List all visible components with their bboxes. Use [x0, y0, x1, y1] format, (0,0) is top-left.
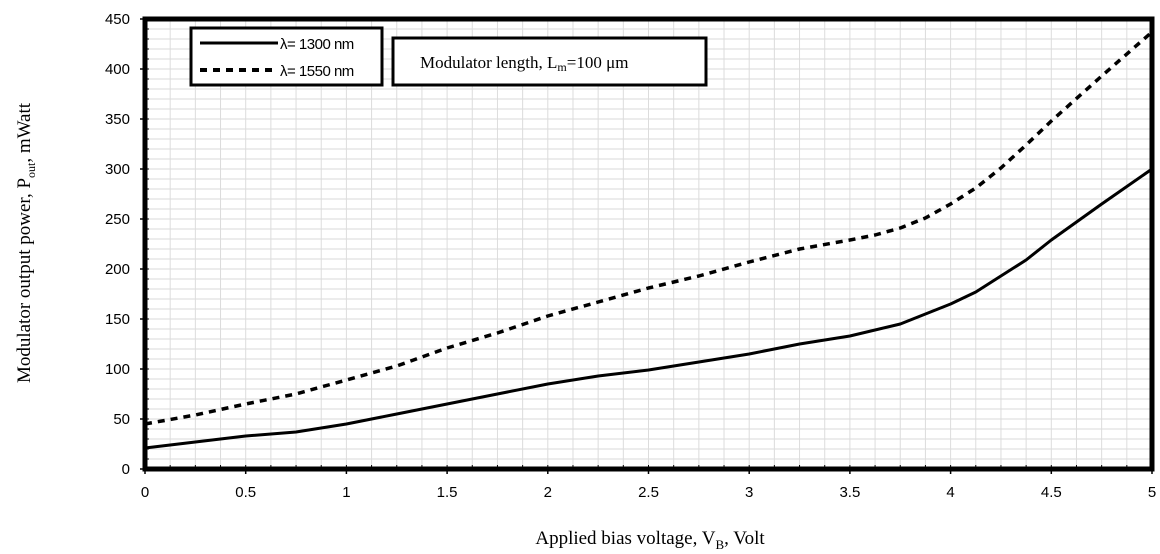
annotation-sub: m	[557, 60, 567, 74]
y-tick-label: 100	[105, 361, 130, 378]
annotation-text: Modulator length, Lm=100 μm	[420, 53, 628, 74]
x-tick-label: 1	[342, 484, 350, 501]
x-tick-label: 4	[946, 484, 954, 501]
legend-box	[189, 26, 384, 87]
x-axis-title: Applied bias voltage, VB, Volt	[535, 528, 765, 552]
y-tick-label: 150	[105, 311, 130, 328]
x-axis-title-tail: , Volt	[724, 528, 765, 549]
y-tick-label: 250	[105, 211, 130, 228]
x-axis-title-sub: B	[715, 537, 724, 552]
x-tick-label: 3	[745, 484, 753, 501]
y-axis-title-tail: , mWatt	[14, 102, 35, 162]
x-tick-label: 1.5	[437, 484, 458, 501]
y-axis-title-sub: out	[24, 162, 38, 178]
y-tick-label: 400	[105, 61, 130, 78]
legend-label-1550: λ= 1550 nm	[280, 63, 354, 80]
x-tick-label: 0.5	[235, 484, 256, 501]
annotation-box: Modulator length, Lm=100 μm	[391, 36, 708, 87]
grid-lines	[144, 18, 1153, 470]
x-tick-label: 2	[544, 484, 552, 501]
series-line-1300nm	[144, 167, 1153, 450]
y-axis-title: Modulator output power, Pout, mWatt	[14, 102, 38, 383]
x-axis-ticks: 0 0.5 1 1.5 2 2.5 3 3.5 4 4.5 5	[141, 469, 1156, 501]
x-tick-label: 3.5	[839, 484, 860, 501]
y-tick-label: 200	[105, 261, 130, 278]
series-line-1550nm	[144, 30, 1154, 426]
x-tick-label: 0	[141, 484, 149, 501]
y-tick-label: 0	[122, 461, 130, 478]
x-tick-label: 5	[1148, 484, 1156, 501]
y-axis-ticks: 0 50 100 150 200 250 300 350 400 450	[105, 11, 145, 478]
series-layer	[144, 30, 1154, 450]
annotation-tail: =100 μm	[567, 53, 629, 72]
legend: λ= 1300 nm λ= 1550 nm	[189, 26, 384, 87]
y-axis-title-main: Modulator output power, P	[14, 178, 35, 383]
x-tick-label: 4.5	[1041, 484, 1062, 501]
y-tick-label: 450	[105, 11, 130, 28]
x-tick-label: 2.5	[638, 484, 659, 501]
annotation-frame	[391, 36, 708, 87]
annotation-main: Modulator length, L	[420, 53, 557, 72]
x-axis-title-main: Applied bias voltage, V	[535, 528, 715, 549]
y-tick-label: 300	[105, 161, 130, 178]
legend-label-1300: λ= 1300 nm	[280, 36, 354, 53]
y-tick-label: 350	[105, 111, 130, 128]
y-tick-label: 50	[113, 411, 130, 428]
